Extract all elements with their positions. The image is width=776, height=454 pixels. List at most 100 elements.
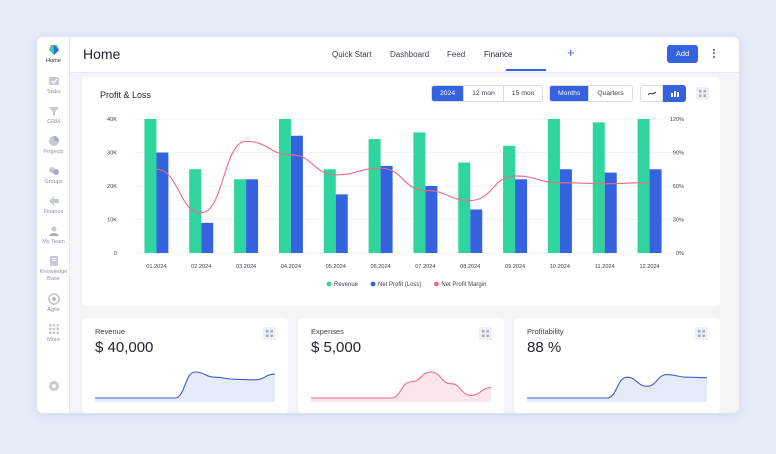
legend-marker: [326, 281, 332, 287]
sidebar-item-more[interactable]: More: [37, 323, 70, 344]
card-options-button[interactable]: [263, 327, 276, 340]
settings-icon: [48, 381, 59, 391]
bar-net-profit-loss-[interactable]: [380, 165, 393, 253]
grid-dots-icon: [698, 330, 705, 337]
tasks-icon: [48, 77, 59, 85]
sidebar-item-groups[interactable]: Groups: [37, 165, 70, 186]
tab-feed[interactable]: Feed: [447, 50, 466, 59]
bar-net-profit-loss-[interactable]: [515, 179, 528, 253]
bar-net-profit-loss-[interactable]: [604, 172, 617, 253]
bar-net-profit-loss-[interactable]: [559, 169, 572, 253]
tab-finance[interactable]: Finance: [484, 50, 513, 59]
bar-revenue[interactable]: [503, 145, 516, 253]
bar-revenue[interactable]: [458, 162, 471, 253]
bar-revenue[interactable]: [637, 119, 650, 253]
app-window: Home Tasks CRM Projects Groups Finance M…: [37, 37, 739, 413]
bar-net-profit-loss-[interactable]: [156, 152, 169, 254]
finance-icon: [48, 196, 59, 206]
bar-revenue[interactable]: [323, 169, 336, 253]
y2-tick-label: 0%: [676, 251, 684, 257]
stat-value: 88 %: [527, 339, 562, 356]
bar-revenue[interactable]: [592, 122, 605, 253]
bar-revenue[interactable]: [547, 119, 560, 253]
sidebar-item-label: Knowledge Base: [39, 269, 68, 282]
bar-net-profit-loss-[interactable]: [649, 169, 662, 253]
bar-net-profit-loss-[interactable]: [335, 194, 348, 253]
more-grid-icon: [48, 324, 59, 334]
more-options-icon[interactable]: [711, 47, 717, 61]
x-tick-label: 12.2024: [639, 264, 659, 270]
card-options-button[interactable]: [695, 327, 708, 340]
card-options-button[interactable]: [696, 87, 709, 100]
sidebar-item-label: Home: [46, 58, 61, 64]
y2-tick-label: 90%: [673, 151, 684, 157]
sparkline-area: [311, 372, 491, 402]
sidebar-item-home[interactable]: Home: [37, 44, 70, 65]
grid-dots-icon: [482, 330, 489, 337]
sparkline-line: [95, 371, 275, 399]
sidebar-item-label: CRM: [47, 119, 60, 125]
sidebar-item-finance[interactable]: Finance: [37, 195, 70, 216]
bar-revenue[interactable]: [234, 179, 247, 253]
card-options-button[interactable]: [479, 327, 492, 340]
tab-quick-start[interactable]: Quick Start: [332, 50, 372, 59]
period-option-months[interactable]: Months: [550, 86, 590, 101]
knowledge-base-icon: [49, 256, 58, 266]
tab-dashboard[interactable]: Dashboard: [390, 50, 430, 59]
stat-value: $ 5,000: [311, 339, 362, 356]
sidebar-item-agile[interactable]: Agile: [37, 293, 70, 314]
bar-revenue[interactable]: [278, 119, 291, 253]
bar-revenue[interactable]: [368, 139, 381, 253]
year-option-2024[interactable]: 2024: [432, 86, 465, 101]
page-title: Home: [83, 46, 121, 62]
bar-net-profit-loss-[interactable]: [201, 222, 214, 253]
active-tab-indicator: [506, 69, 546, 71]
sidebar-footer-button[interactable]: [37, 380, 70, 392]
profit-loss-chart: 0 10K 20K 30K 40K 0% 30% 60% 90% 120% 01.2024 02.20…: [107, 117, 684, 288]
x-tick-label: 11.2024: [595, 264, 615, 270]
x-tick-label: 07.2024: [415, 264, 435, 270]
bar-net-profit-loss-[interactable]: [246, 179, 259, 253]
sidebar-item-crm[interactable]: CRM: [37, 105, 70, 126]
grid-dots-icon: [266, 330, 273, 337]
bar-net-profit-loss-[interactable]: [290, 135, 303, 253]
sidebar-item-label: Groups: [44, 179, 63, 185]
sidebar-item-tasks[interactable]: Tasks: [37, 75, 70, 96]
x-tick-label: 04.2024: [281, 264, 301, 270]
bar-view-button[interactable]: [663, 85, 686, 102]
sidebar-item-projects[interactable]: Projects: [37, 135, 70, 156]
top-header: Home Quick Start Dashboard Feed Finance …: [70, 37, 739, 73]
x-tick-label: 08.2024: [460, 264, 480, 270]
team-icon: [49, 226, 58, 236]
x-tick-label: 01.2024: [146, 264, 166, 270]
legend-entry: Net Profit Margin: [441, 282, 486, 288]
year-option-12-mon[interactable]: 12 mon: [464, 86, 504, 101]
bar-net-profit-loss-[interactable]: [470, 209, 483, 253]
stat-card-expenses: Expenses $ 5,000: [298, 318, 504, 413]
stat-card-revenue: Revenue $ 40,000: [82, 318, 288, 413]
add-tab-button[interactable]: +: [567, 45, 575, 60]
y2-tick-label: 30%: [673, 218, 684, 224]
year-filter: 2024 12 mon 15 mon: [431, 85, 544, 102]
add-button[interactable]: Add: [667, 45, 698, 63]
y2-tick-label: 120%: [670, 117, 684, 123]
crm-icon: [48, 107, 59, 116]
legend-entry: Net Profit (Loss): [378, 282, 421, 288]
bar-revenue[interactable]: [413, 132, 426, 253]
sidebar-item-knowledge-base[interactable]: Knowledge Base: [37, 255, 70, 282]
stat-card-profitability: Profitability 88 %: [514, 318, 720, 413]
sidebar-item-label: My Team: [42, 239, 65, 245]
y-tick-label: 10K: [107, 218, 117, 224]
x-tick-label: 09.2024: [505, 264, 525, 270]
grid-dots-icon: [699, 90, 706, 97]
sidebar-item-my-team[interactable]: My Team: [37, 225, 70, 246]
period-filter: Months Quarters: [549, 85, 633, 102]
line-view-button[interactable]: [640, 85, 663, 102]
y-tick-label: 0: [114, 251, 117, 257]
year-option-15-mon[interactable]: 15 mon: [511, 90, 535, 97]
bar-revenue[interactable]: [144, 119, 157, 253]
bar-net-profit-loss-[interactable]: [425, 186, 438, 253]
legend-marker: [370, 281, 376, 287]
period-option-quarters[interactable]: Quarters: [597, 90, 624, 97]
stat-label: Expenses: [311, 327, 344, 336]
